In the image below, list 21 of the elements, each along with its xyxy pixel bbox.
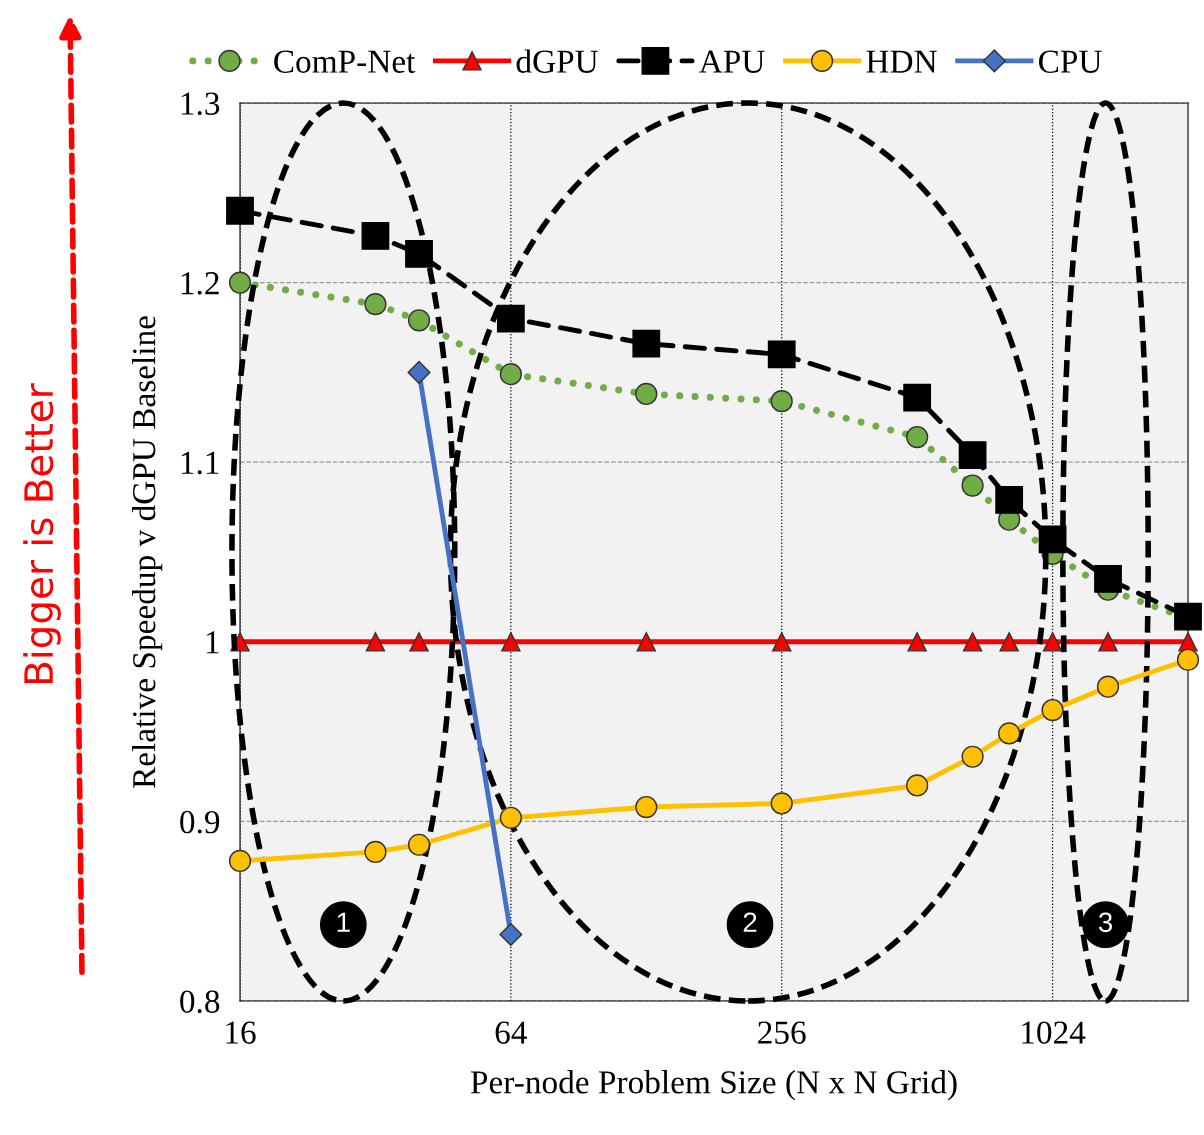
legend-label: HDN — [866, 50, 937, 73]
legend-label: CPU — [1039, 50, 1102, 73]
y-tick-label: 1.3 — [181, 92, 220, 116]
y-tick-label: 1 — [206, 631, 219, 654]
annotation: 2 — [743, 912, 757, 932]
x-tick-label: 64 — [495, 1021, 527, 1044]
annotation: 3 — [1098, 912, 1113, 933]
x-axis-title: Per-node Problem Size (N x N Grid) — [470, 1070, 957, 1101]
y-axis-title: Relative Speedup v dGPU Baseline — [131, 316, 163, 789]
annotation: 1 — [337, 912, 350, 932]
x-tick-label: 1024 — [1022, 1021, 1086, 1044]
legend-label: APU — [699, 50, 765, 73]
x-tick-label: 256 — [758, 1021, 806, 1044]
y-tick-label: 0.9 — [180, 810, 220, 834]
y-tick-label: 1.1 — [181, 451, 219, 475]
y-tick-label: 1.2 — [181, 272, 219, 295]
legend-label: ComP-Net — [274, 50, 416, 73]
text: Bigger is Better — [23, 383, 61, 683]
y-tick-label: 0.8 — [180, 990, 220, 1014]
x-tick-label: 16 — [226, 1021, 256, 1044]
legend-label: dGPU — [516, 49, 599, 73]
